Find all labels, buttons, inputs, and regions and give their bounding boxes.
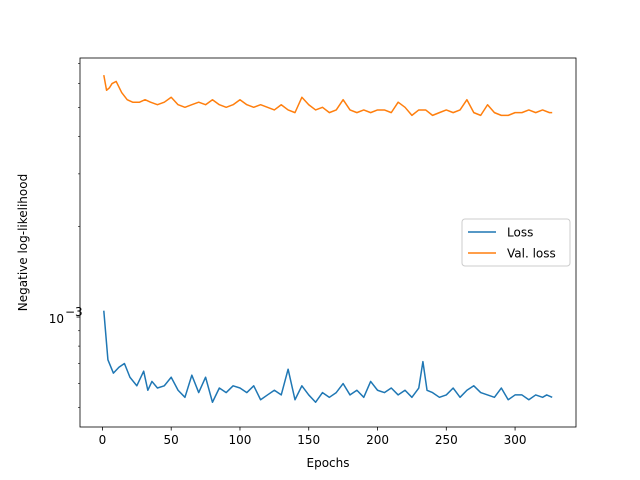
x-tick-label-150: 150 — [297, 433, 320, 447]
legend-label-loss: Loss — [507, 226, 533, 240]
legend: Loss Val. loss — [461, 218, 571, 267]
y-tick-label-0: 10 — [49, 312, 64, 326]
legend-box — [461, 218, 571, 267]
x-tick-label-300: 300 — [504, 433, 527, 447]
axes-layer: 0 50 100 150 200 250 300 10 −3 — [49, 57, 577, 447]
x-tick-label-250: 250 — [435, 433, 458, 447]
axes-frame — [79, 57, 577, 428]
x-tick-label-200: 200 — [366, 433, 389, 447]
y-tick-exponent-0: −3 — [65, 305, 83, 319]
plot-area — [103, 75, 553, 403]
series-line-loss — [103, 310, 553, 403]
x-tick-label-100: 100 — [229, 433, 252, 447]
y-axis-label: Negative log-likelihood — [16, 174, 30, 311]
series-line-val-loss — [103, 75, 553, 117]
x-tick-label-0: 0 — [99, 433, 107, 447]
x-axis-label: Epochs — [307, 456, 350, 470]
legend-label-val-loss: Val. loss — [507, 247, 556, 261]
x-tick-label-50: 50 — [164, 433, 179, 447]
